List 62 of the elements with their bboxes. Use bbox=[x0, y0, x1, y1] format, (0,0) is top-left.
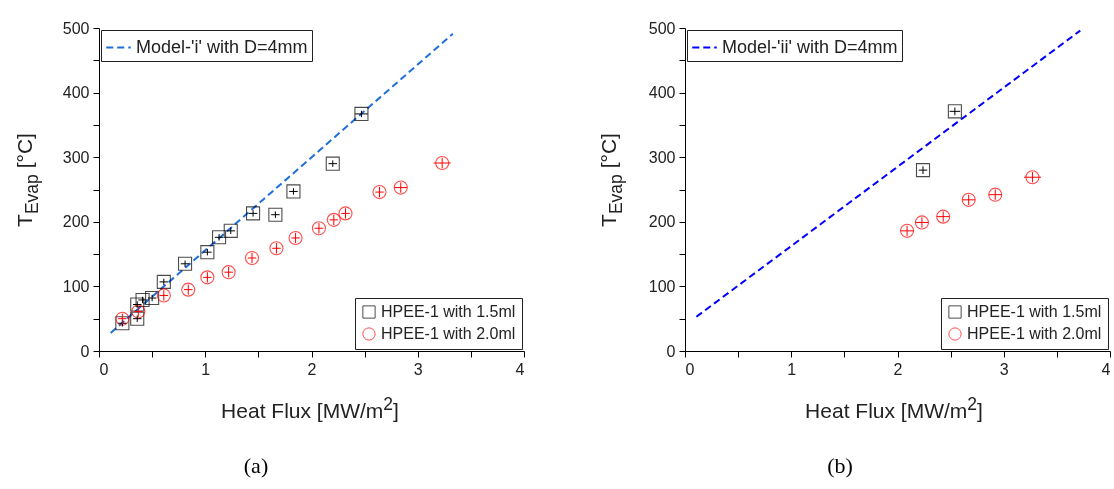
point bbox=[286, 184, 301, 199]
y-tick-label: 200 bbox=[648, 213, 676, 231]
point bbox=[914, 215, 930, 230]
y-tick-label: 500 bbox=[62, 19, 90, 37]
point bbox=[899, 223, 915, 238]
point bbox=[200, 245, 215, 260]
point bbox=[311, 221, 327, 236]
x-tick-label: 1 bbox=[787, 360, 797, 378]
x-axis-title: Heat Flux [MW/m$^{2}$] bbox=[805, 393, 983, 423]
point bbox=[211, 230, 227, 245]
x-tick-label: 3 bbox=[413, 360, 423, 378]
x-tick-label: 2 bbox=[893, 360, 903, 378]
point bbox=[325, 156, 340, 171]
point bbox=[288, 230, 303, 246]
point bbox=[177, 256, 193, 271]
legend-label: Model-'ii' with D=4mm bbox=[722, 36, 898, 57]
legend-label: HPEE-1 with 2.0ml bbox=[967, 325, 1102, 342]
x-axis-title: Heat Flux [MW/m$^{2}$] bbox=[221, 393, 399, 423]
legend-label: HPEE-1 with 1.5ml bbox=[381, 303, 516, 320]
point bbox=[988, 187, 1003, 202]
y-tick-label: 300 bbox=[648, 148, 676, 166]
point bbox=[156, 274, 171, 289]
point bbox=[221, 265, 236, 280]
y-tick-label: 300 bbox=[62, 148, 90, 166]
y-tick-label: 200 bbox=[62, 213, 90, 231]
point bbox=[338, 206, 353, 221]
point bbox=[936, 209, 951, 224]
x-tick-label: 1 bbox=[201, 360, 211, 378]
point bbox=[223, 223, 238, 238]
x-tick-label: 0 bbox=[99, 360, 109, 378]
y-tick-label: 0 bbox=[80, 342, 90, 360]
point bbox=[244, 250, 260, 266]
y-tick-label: 0 bbox=[666, 342, 676, 360]
legend-label: HPEE-1 with 1.5ml bbox=[967, 303, 1102, 320]
point bbox=[961, 192, 976, 207]
y-tick-label: 500 bbox=[648, 19, 676, 37]
y-tick-label: 400 bbox=[62, 84, 90, 102]
x-tick-label: 0 bbox=[685, 360, 695, 378]
point bbox=[200, 270, 215, 285]
point bbox=[393, 180, 408, 195]
x-tick-label: 2 bbox=[307, 360, 317, 378]
point bbox=[1025, 170, 1040, 185]
point bbox=[245, 206, 261, 221]
point bbox=[181, 282, 196, 297]
point bbox=[156, 288, 171, 303]
text: (b) bbox=[827, 453, 853, 479]
text: (a) bbox=[243, 453, 269, 479]
legend-label: Model-'i' with D=4mm bbox=[136, 36, 308, 57]
point bbox=[326, 212, 341, 227]
legend-label: HPEE-1 with 2.0ml bbox=[381, 325, 516, 342]
point bbox=[268, 207, 283, 222]
x-tick-label: 3 bbox=[999, 360, 1009, 378]
point bbox=[269, 241, 284, 256]
y-tick-label: 100 bbox=[648, 277, 676, 295]
y-tick-label: 400 bbox=[648, 84, 676, 102]
y-tick-label: 100 bbox=[62, 277, 90, 295]
x-tick-label: 4 bbox=[1101, 360, 1111, 378]
point bbox=[947, 104, 962, 119]
point bbox=[372, 185, 387, 200]
point bbox=[354, 106, 369, 121]
point bbox=[435, 155, 450, 171]
x-tick-label: 4 bbox=[515, 360, 525, 378]
